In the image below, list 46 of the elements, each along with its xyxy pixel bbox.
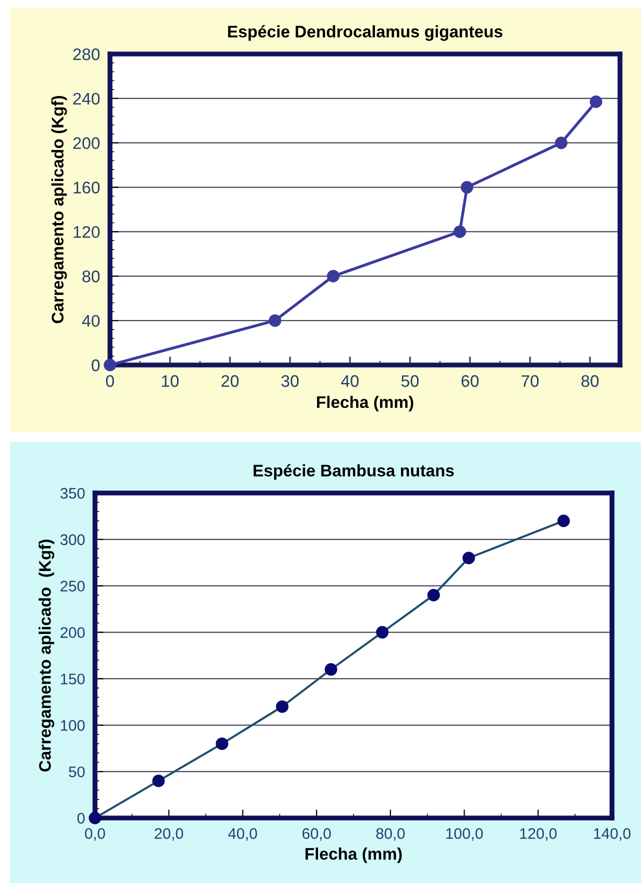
y-tick-label: 80 xyxy=(82,270,100,282)
y-tick-label: 150 xyxy=(60,674,85,684)
x-tick-label: 20 xyxy=(222,375,239,387)
x-tick-label: 40,0 xyxy=(228,828,257,841)
x-tick-label: 60 xyxy=(462,375,479,387)
point xyxy=(104,358,116,372)
x-tick-label: 30 xyxy=(281,375,299,387)
y-axis-title: Carregamento aplicado (Kgf) xyxy=(51,96,67,324)
point xyxy=(460,181,474,194)
x-tick-label: 0 xyxy=(106,375,114,387)
x-tick-label: 120,0 xyxy=(520,828,557,841)
y-tick-label: 250 xyxy=(60,580,85,592)
point xyxy=(268,314,282,327)
y-tick-label: 200 xyxy=(60,627,85,638)
y-axis-title: Carregamento aplicado (Kgf) xyxy=(38,540,54,772)
x-tick-label: 0,0 xyxy=(84,828,106,841)
x-tick-label: 100,0 xyxy=(446,828,483,841)
x-tick-label: 40 xyxy=(341,375,359,387)
point xyxy=(454,225,466,238)
x-axis-title: Flecha (mm) xyxy=(317,396,414,412)
y-tick-label: 40 xyxy=(82,314,100,327)
x-tick-label: 50 xyxy=(401,375,419,387)
y-tick-label: 300 xyxy=(60,534,85,546)
y-tick-label: 0 xyxy=(92,359,100,372)
x-tick-label: 80 xyxy=(581,375,599,387)
y-tick-label: 100 xyxy=(60,720,85,731)
x-tick-label: 20,0 xyxy=(154,828,184,841)
y-tick-label: 160 xyxy=(74,182,100,194)
x-tick-label: 140,0 xyxy=(594,828,631,841)
y-tick-label: 200 xyxy=(73,137,100,150)
chart-title: Espécie Bambusa nutans xyxy=(254,464,454,480)
y-tick-label: 240 xyxy=(73,92,100,105)
x-tick-label: 80,0 xyxy=(376,828,405,841)
x-tick-label: 60,0 xyxy=(302,828,331,841)
y-tick-label: 0 xyxy=(77,812,85,824)
chart-title: Espécie Dendrocalamus giganteus xyxy=(228,25,502,41)
y-tick-label: 280 xyxy=(73,48,100,60)
point xyxy=(326,270,340,282)
x-axis-title: Flecha (mm) xyxy=(306,848,402,864)
point xyxy=(554,136,568,150)
x-tick-label: 70 xyxy=(522,375,539,387)
y-tick-label: 120 xyxy=(74,226,100,238)
y-tick-label: 50 xyxy=(68,766,85,778)
x-tick-label: 10 xyxy=(162,375,179,387)
point xyxy=(590,96,602,108)
y-tick-label: 350 xyxy=(60,488,85,499)
